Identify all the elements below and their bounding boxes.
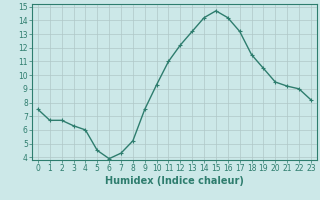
X-axis label: Humidex (Indice chaleur): Humidex (Indice chaleur) [105,176,244,186]
